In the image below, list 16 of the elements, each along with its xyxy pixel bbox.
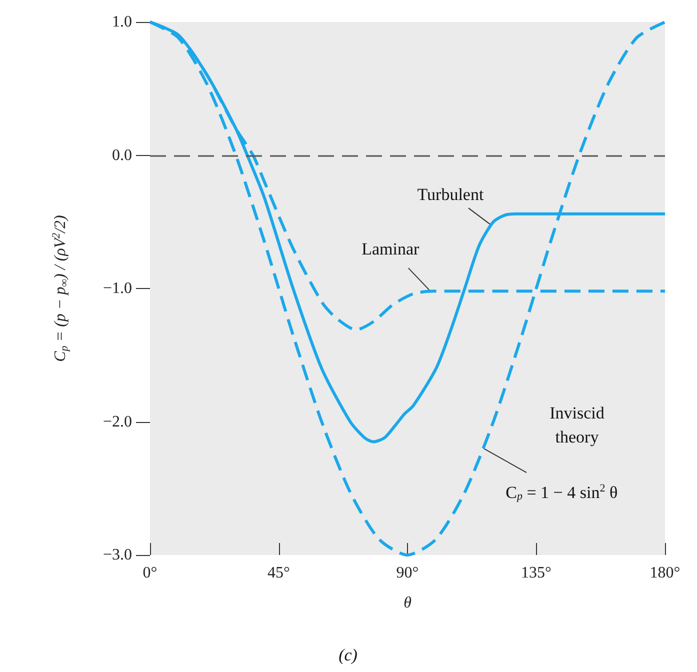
y-tick-label: −1.0 xyxy=(102,280,132,297)
annotation: Laminar xyxy=(362,240,420,259)
x-tick-label: 0° xyxy=(142,564,158,582)
annotation: Inviscid theory xyxy=(550,404,605,446)
x-tick-label: 90° xyxy=(396,564,419,582)
x-axis-title: θ xyxy=(404,594,412,612)
x-tick-label: 45° xyxy=(268,564,290,582)
y-axis-title: Cp = (p − p∞) / (ρV2/2) xyxy=(50,215,70,362)
y-tick-label: −2.0 xyxy=(102,413,132,430)
x-tick-label: 180° xyxy=(650,564,680,582)
y-tick-label: −3.0 xyxy=(102,546,132,564)
y-tick-label: 1.0 xyxy=(112,14,132,30)
x-tick-label: 135° xyxy=(521,564,552,582)
y-tick-label: 0.0 xyxy=(112,146,132,164)
text: (c) xyxy=(338,646,358,664)
annotation: Turbulent xyxy=(417,185,484,204)
